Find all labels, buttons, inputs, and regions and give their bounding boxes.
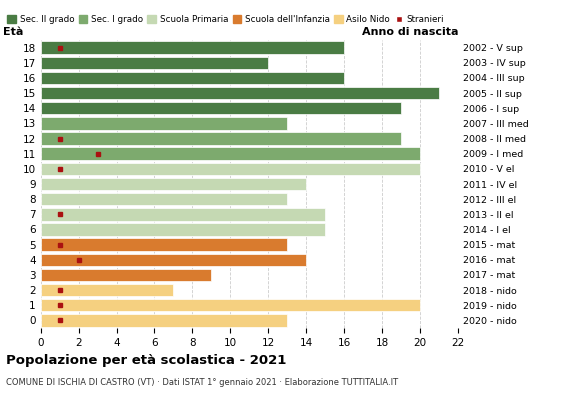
Text: Popolazione per età scolastica - 2021: Popolazione per età scolastica - 2021 — [6, 354, 286, 367]
Bar — [41, 208, 325, 220]
Bar — [41, 193, 287, 205]
Bar — [41, 223, 325, 236]
Bar — [41, 72, 345, 84]
Bar — [41, 102, 401, 114]
Bar — [41, 41, 345, 54]
Text: Età: Età — [3, 27, 23, 37]
Bar — [41, 284, 173, 296]
Bar — [41, 269, 212, 281]
Text: Anno di nascita: Anno di nascita — [362, 27, 458, 37]
Bar — [41, 254, 306, 266]
Bar — [41, 314, 287, 327]
Bar — [41, 238, 287, 251]
Bar — [41, 56, 269, 69]
Text: COMUNE DI ISCHIA DI CASTRO (VT) · Dati ISTAT 1° gennaio 2021 · Elaborazione TUTT: COMUNE DI ISCHIA DI CASTRO (VT) · Dati I… — [6, 378, 398, 387]
Bar — [41, 87, 439, 99]
Bar — [41, 148, 421, 160]
Bar — [41, 163, 421, 175]
Legend: Sec. II grado, Sec. I grado, Scuola Primaria, Scuola dell'Infanzia, Asilo Nido, : Sec. II grado, Sec. I grado, Scuola Prim… — [8, 15, 444, 24]
Bar — [41, 117, 287, 130]
Bar — [41, 178, 306, 190]
Bar — [41, 132, 401, 145]
Bar — [41, 299, 421, 312]
